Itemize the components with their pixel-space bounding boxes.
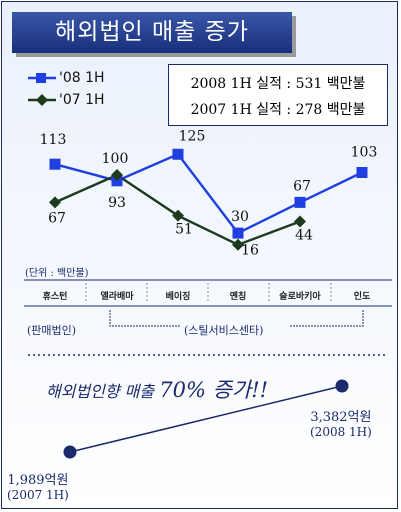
- data-label-1-4: 44: [295, 227, 313, 243]
- revenue-2007-period: (2007 1H): [7, 488, 69, 502]
- slide-title: 해외법인 매출 증가: [12, 12, 292, 53]
- point-1-1: [111, 169, 123, 181]
- steel-service-bracket: [109, 310, 364, 327]
- unit-note: (단위 : 백만불): [25, 268, 89, 279]
- data-label-1-1: 100: [102, 151, 129, 167]
- point-0-4: [294, 196, 306, 208]
- category-label-0: 휴스턴: [42, 292, 68, 302]
- point-1-2: [172, 209, 184, 222]
- growth-label-text: 해외법인향 매출: [46, 382, 155, 401]
- growth-end-dot: [335, 379, 349, 393]
- category-label-1: 앨라배마: [100, 292, 134, 302]
- data-label-0-5: 103: [351, 145, 378, 161]
- category-label-5: 인도: [353, 292, 371, 302]
- point-0-3: [232, 227, 244, 239]
- summary-box: 2008 1H 실적 : 531 백만불 2007 1H 실적 : 278 백만…: [168, 64, 388, 126]
- revenue-2008-value: 3,382억원: [310, 410, 372, 425]
- group-label-sales: (판매법인): [27, 324, 77, 337]
- growth-start-dot: [63, 445, 77, 459]
- summary-2008: 2008 1H 실적 : 531 백만불: [190, 76, 366, 92]
- revenue-2008: 3,382억원 (2008 1H): [310, 406, 372, 439]
- growth-line: [69, 385, 343, 453]
- point-0-5: [356, 167, 368, 179]
- data-label-0-3: 30: [231, 209, 249, 225]
- legend-label-1: '07 1H: [59, 92, 105, 108]
- point-1-0: [49, 196, 61, 209]
- category-label-3: 옌칭: [229, 292, 247, 302]
- growth-headline: 해외법인향 매출 70% 증가!!: [46, 374, 268, 404]
- growth-percent: 70% 증가!!: [159, 378, 269, 402]
- summary-2007: 2007 1H 실적 : 278 백만불: [190, 102, 366, 118]
- point-1-3: [232, 238, 244, 251]
- series-line-0: [54, 152, 363, 235]
- data-label-0-2: 125: [179, 128, 206, 144]
- point-0-2: [172, 148, 184, 160]
- data-label-1-2: 51: [175, 222, 193, 238]
- group-label-steel-service: (스틸서비스센타): [184, 324, 264, 337]
- data-label-0-4: 67: [293, 178, 311, 194]
- legend-marker-1: [36, 94, 48, 106]
- category-label-4: 슬로바키아: [279, 292, 321, 302]
- legend-marker-0: [36, 73, 46, 83]
- data-label-0-1: 93: [108, 195, 126, 211]
- legend-label-0: '08 1H: [59, 70, 105, 86]
- point-1-4: [294, 215, 306, 228]
- revenue-2007: 1,989억원 (2007 1H): [7, 469, 69, 502]
- data-label-0-0: 113: [40, 132, 67, 148]
- data-label-1-0: 67: [48, 210, 66, 226]
- revenue-2007-value: 1,989억원: [7, 473, 69, 488]
- data-label-1-3: 16: [241, 243, 259, 259]
- point-0-0: [49, 158, 61, 170]
- revenue-2008-period: (2008 1H): [310, 425, 372, 439]
- category-label-2: 베이징: [165, 292, 191, 302]
